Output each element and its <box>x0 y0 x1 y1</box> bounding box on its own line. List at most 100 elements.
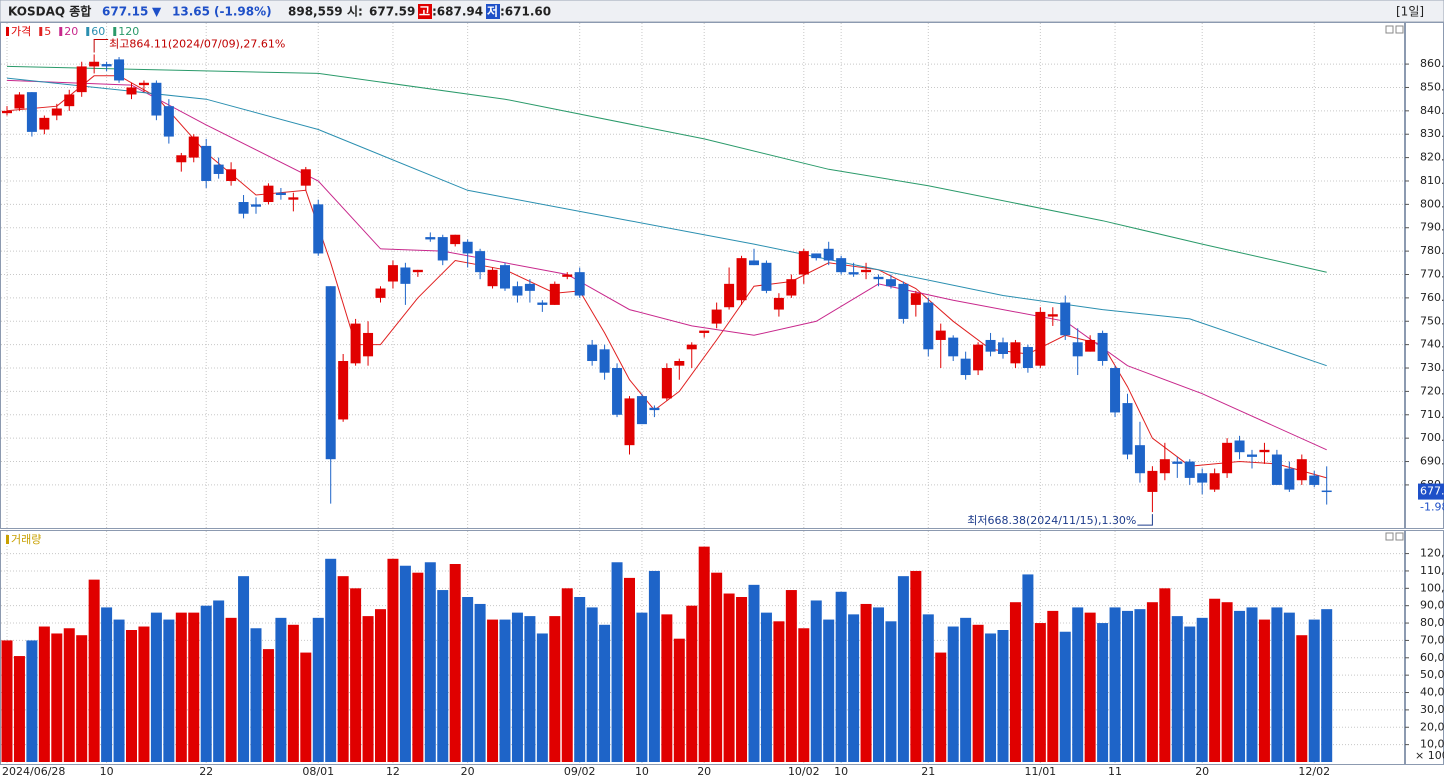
candle-body <box>773 297 784 310</box>
volume-bar <box>287 624 299 762</box>
candle-body <box>138 82 149 86</box>
candle-body <box>836 258 847 273</box>
legend-label: 거래량 <box>11 533 41 546</box>
candle-body <box>649 407 660 411</box>
volume-bar <box>1 640 13 762</box>
candle-body <box>749 260 759 266</box>
index-name: KOSDAQ 종합 <box>8 4 91 19</box>
candle-body <box>1247 454 1257 457</box>
x-tick-label: 11 <box>1108 765 1122 778</box>
volume-bar <box>1184 626 1196 762</box>
candle-body <box>935 330 946 340</box>
x-tick-label: 10/02 <box>788 765 820 778</box>
price: 677.15 <box>102 5 148 19</box>
x-tick-label: 2024/06/28 <box>2 765 65 778</box>
legend-swatch <box>6 27 9 36</box>
volume-bar <box>785 590 797 762</box>
candle-body <box>387 265 398 282</box>
volume-bar <box>835 591 847 762</box>
pane-button[interactable] <box>1395 532 1404 541</box>
volume-bar <box>611 562 623 762</box>
x-tick-label: 20 <box>461 765 475 778</box>
volume-bar <box>1296 635 1308 762</box>
volume-bar <box>487 619 499 762</box>
pane-button[interactable] <box>1385 25 1394 34</box>
volume-bar <box>163 619 175 762</box>
candle-body <box>89 61 100 67</box>
down-arrow: ▼ <box>152 5 162 19</box>
candle-body <box>612 368 623 415</box>
pane-button[interactable] <box>1385 532 1394 541</box>
candle-body <box>848 272 859 275</box>
volume-bar <box>860 603 872 762</box>
candle-body <box>201 145 212 181</box>
volume-bar <box>38 626 50 762</box>
low-annotation: 최저668.38(2024/11/15),1.30% <box>967 514 1136 527</box>
pane-button[interactable] <box>1395 25 1404 34</box>
candle-body <box>1010 342 1021 364</box>
legend-label: 120 <box>118 25 139 38</box>
y-tick-label: 800.00 <box>1420 197 1444 210</box>
volume-bar <box>88 579 100 762</box>
candle-body <box>1309 475 1320 485</box>
annotation-arrow <box>93 38 109 53</box>
volume-bar <box>1246 607 1258 762</box>
candle-body <box>188 136 199 158</box>
candle-body <box>823 248 834 261</box>
change: 13.65 <box>172 5 210 19</box>
candle-body <box>798 251 809 275</box>
volume-bar <box>798 628 810 762</box>
y-tick-label: 850.00 <box>1420 80 1444 93</box>
legend-label: 5 <box>44 25 51 38</box>
x-tick-label: 10 <box>100 765 114 778</box>
candle-body <box>1022 346 1033 369</box>
candle-body <box>475 251 486 273</box>
high-label: 고 <box>419 5 430 19</box>
candle-body <box>450 234 461 245</box>
legend-label: 20 <box>64 25 78 38</box>
high-annotation: 최고864.11(2024/07/09),27.61% <box>109 37 285 50</box>
x-tick-label: 22 <box>199 765 213 778</box>
low-value: :671.60 <box>500 5 551 19</box>
volume-bar <box>76 635 88 762</box>
candle-body <box>1184 461 1195 478</box>
period-button[interactable]: [1일] <box>1396 5 1424 19</box>
y-tick-label: 820.00 <box>1420 151 1444 164</box>
volume-bar <box>13 656 25 762</box>
low-badge <box>486 4 500 19</box>
volume-bar <box>1221 602 1233 762</box>
candle-body <box>437 237 448 261</box>
candle-body <box>549 283 560 305</box>
volume-bar <box>412 572 424 762</box>
volume-bar <box>1283 612 1295 762</box>
candle-body <box>985 339 996 352</box>
y-tick-label: 50,000 <box>1420 668 1444 681</box>
volume-bar <box>51 633 63 762</box>
volume-bar <box>312 617 324 762</box>
x-tick-label: 10 <box>834 765 848 778</box>
y-tick-label: 100,000 <box>1420 581 1444 594</box>
volume-bar <box>536 633 548 762</box>
volume-bar <box>1209 598 1221 762</box>
volume-bar <box>1308 619 1320 762</box>
legend-label: 60 <box>91 25 105 38</box>
volume-bar <box>922 614 934 762</box>
volume-bar <box>499 619 511 762</box>
candle-body <box>338 361 349 420</box>
candle-body <box>26 92 37 132</box>
candle-body <box>176 155 187 163</box>
candle-body <box>861 269 872 273</box>
candle-body <box>101 64 112 67</box>
candle-body <box>1147 470 1158 492</box>
volume-bar <box>885 621 897 762</box>
candle-body <box>1296 459 1307 481</box>
candle-body <box>39 117 50 130</box>
volume-bar <box>549 616 561 762</box>
candle-body <box>699 330 710 333</box>
candle-body <box>998 342 1008 354</box>
volume-bar <box>586 607 598 762</box>
candle-body <box>126 87 137 95</box>
volume-bar <box>823 619 835 762</box>
candle-body <box>898 283 909 319</box>
candle-body <box>350 323 361 364</box>
